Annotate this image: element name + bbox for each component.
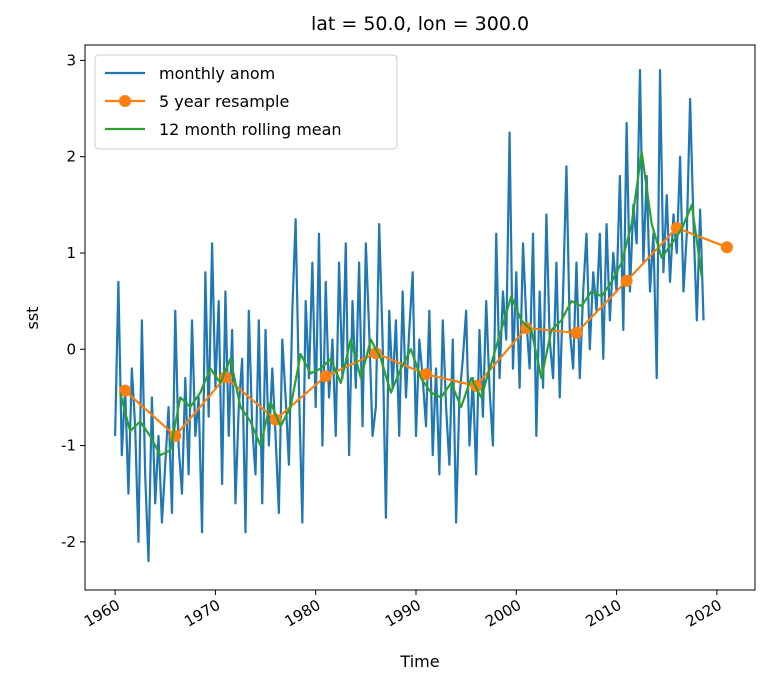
x-tick-label: 2000 — [482, 596, 524, 631]
x-axis-label: Time — [399, 652, 439, 671]
x-tick-label: 1980 — [282, 596, 324, 631]
legend-label: 12 month rolling mean — [159, 120, 342, 139]
y-tick-label: -2 — [61, 533, 76, 551]
legend-label: monthly anom — [159, 64, 275, 83]
y-tick-label: -1 — [61, 437, 76, 455]
y-tick-label: 0 — [66, 340, 76, 358]
point-marker — [720, 241, 733, 254]
point-marker — [570, 326, 583, 339]
x-tick-label: 1970 — [181, 596, 223, 631]
legend: monthly anom 5 year resample 12 month roll… — [94, 54, 398, 150]
legend-box — [94, 54, 398, 150]
legend-marker — [119, 95, 131, 107]
point-marker — [319, 370, 332, 383]
x-tick-label: 1960 — [81, 596, 123, 631]
series-line — [113, 68, 705, 563]
legend-label: 5 year resample — [159, 92, 289, 111]
plot-frame — [84, 44, 756, 591]
y-tick-label: 3 — [66, 51, 76, 69]
series-line — [119, 150, 703, 457]
x-tick-label: 1990 — [382, 596, 424, 631]
y-tick-label: 2 — [66, 148, 76, 166]
point-marker — [119, 384, 132, 397]
point-marker — [520, 322, 533, 335]
chart-title: lat = 50.0, lon = 300.0 — [311, 13, 529, 35]
y-tick-label: 1 — [66, 244, 76, 262]
point-marker — [420, 368, 433, 381]
y-axis-label: sst — [23, 307, 42, 330]
point-marker — [670, 221, 683, 234]
point-marker — [620, 274, 633, 287]
x-tick-label: 2020 — [683, 596, 725, 631]
x-tick-label: 2010 — [583, 596, 625, 631]
point-marker — [169, 429, 182, 442]
